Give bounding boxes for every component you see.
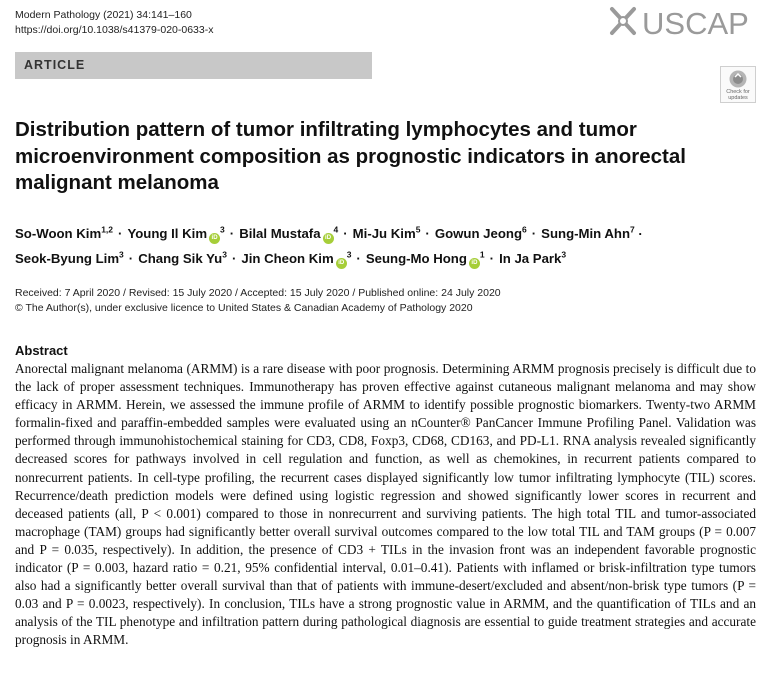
author-item[interactable]: Gowun Jeong6 — [434, 225, 527, 242]
orcid-icon[interactable]: iD — [209, 233, 221, 245]
author-affiliation: 6 — [522, 225, 527, 235]
author-affiliation: 3 — [561, 249, 567, 260]
author-name: In Ja Park — [499, 250, 562, 266]
author-item[interactable]: Sung-Min Ahn7 — [541, 225, 635, 242]
check-updates-icon — [729, 70, 747, 88]
history-dates: Received: 7 April 2020 / Revised: 15 Jul… — [15, 287, 501, 299]
author-affiliation: 4 — [333, 225, 339, 235]
author-separator: · — [489, 250, 495, 266]
author-item[interactable]: Bilal Mustafa iD4 — [239, 225, 339, 245]
author-name: Jin Cheon Kim — [241, 250, 334, 266]
author-affiliation: 3 — [222, 249, 227, 260]
author-affiliation: 1 — [479, 249, 485, 260]
author-affiliation: 3 — [346, 249, 352, 260]
doi-link[interactable]: https://doi.org/10.1038/s41379-020-0633-… — [15, 24, 214, 36]
author-separator: · — [531, 226, 537, 242]
author-name: So-Woon Kim — [15, 226, 102, 242]
author-name: Sung-Min Ahn — [541, 226, 631, 242]
abstract-heading: Abstract — [15, 343, 68, 358]
author-affiliation: 3 — [119, 249, 124, 260]
author-separator: · — [425, 226, 430, 242]
author-item[interactable]: So-Woon Kim1,2 — [15, 225, 114, 242]
check-for-updates-button[interactable]: Check for updates — [720, 66, 756, 103]
author-name: Young Il Kim — [127, 226, 208, 242]
author-item[interactable]: In Ja Park3 — [499, 249, 567, 266]
author-affiliation: 7 — [630, 225, 635, 235]
author-separator: · — [118, 226, 123, 242]
author-name: Chang Sik Yu — [138, 250, 223, 266]
author-affiliation: 1,2 — [101, 225, 114, 235]
author-affiliation: 5 — [415, 225, 421, 235]
logo-text: USCAP — [642, 6, 749, 39]
publication-dates: Received: 7 April 2020 / Revised: 15 Jul… — [15, 286, 501, 316]
author-separator: · — [343, 226, 348, 242]
author-separator: · — [231, 250, 237, 266]
abstract-text: Anorectal malignant melanoma (ARMM) is a… — [15, 361, 756, 648]
author-item[interactable]: Seung-Mo Hong iD1 — [365, 249, 485, 269]
author-name: Mi-Ju Kim — [352, 226, 416, 242]
author-item[interactable]: Seok-Byung Lim3 — [15, 249, 124, 266]
orcid-icon[interactable]: iD — [468, 257, 480, 269]
author-item[interactable]: Mi-Ju Kim5 — [352, 225, 421, 242]
author-separator: · — [229, 226, 235, 242]
article-title: Distribution pattern of tumor infiltrati… — [15, 118, 686, 194]
journal-header: Modern Pathology (2021) 34:141–160 https… — [15, 8, 213, 38]
author-item[interactable]: Jin Cheon Kim iD3 — [241, 249, 352, 269]
author-separator: · — [356, 250, 361, 266]
check-updates-text: Check for updates — [726, 89, 750, 101]
author-item[interactable]: Young Il Kim iD3 — [127, 225, 225, 245]
author-name: Gowun Jeong — [434, 226, 523, 242]
uscap-logo: USCAP — [608, 3, 758, 39]
author-name: Seok-Byung Lim — [15, 250, 120, 266]
article-type-bar: ARTICLE — [15, 52, 372, 79]
author-item[interactable]: Chang Sik Yu3 — [138, 249, 227, 266]
author-separator: · — [128, 250, 134, 266]
orcid-icon[interactable]: iD — [335, 257, 347, 269]
author-affiliation: 3 — [220, 225, 225, 235]
journal-citation: Modern Pathology (2021) 34:141–160 — [15, 9, 192, 21]
author-list: So-Woon Kim1,2 · Young Il Kim iD3 · Bilal Mus… — [15, 220, 765, 269]
orcid-icon[interactable]: iD — [322, 233, 334, 245]
author-name: Bilal Mustafa — [239, 226, 321, 242]
copyright-notice: © The Author(s), under exclusive licence… — [15, 302, 473, 314]
author-name: Seung-Mo Hong — [365, 250, 467, 266]
article-type-label: ARTICLE — [24, 58, 86, 72]
